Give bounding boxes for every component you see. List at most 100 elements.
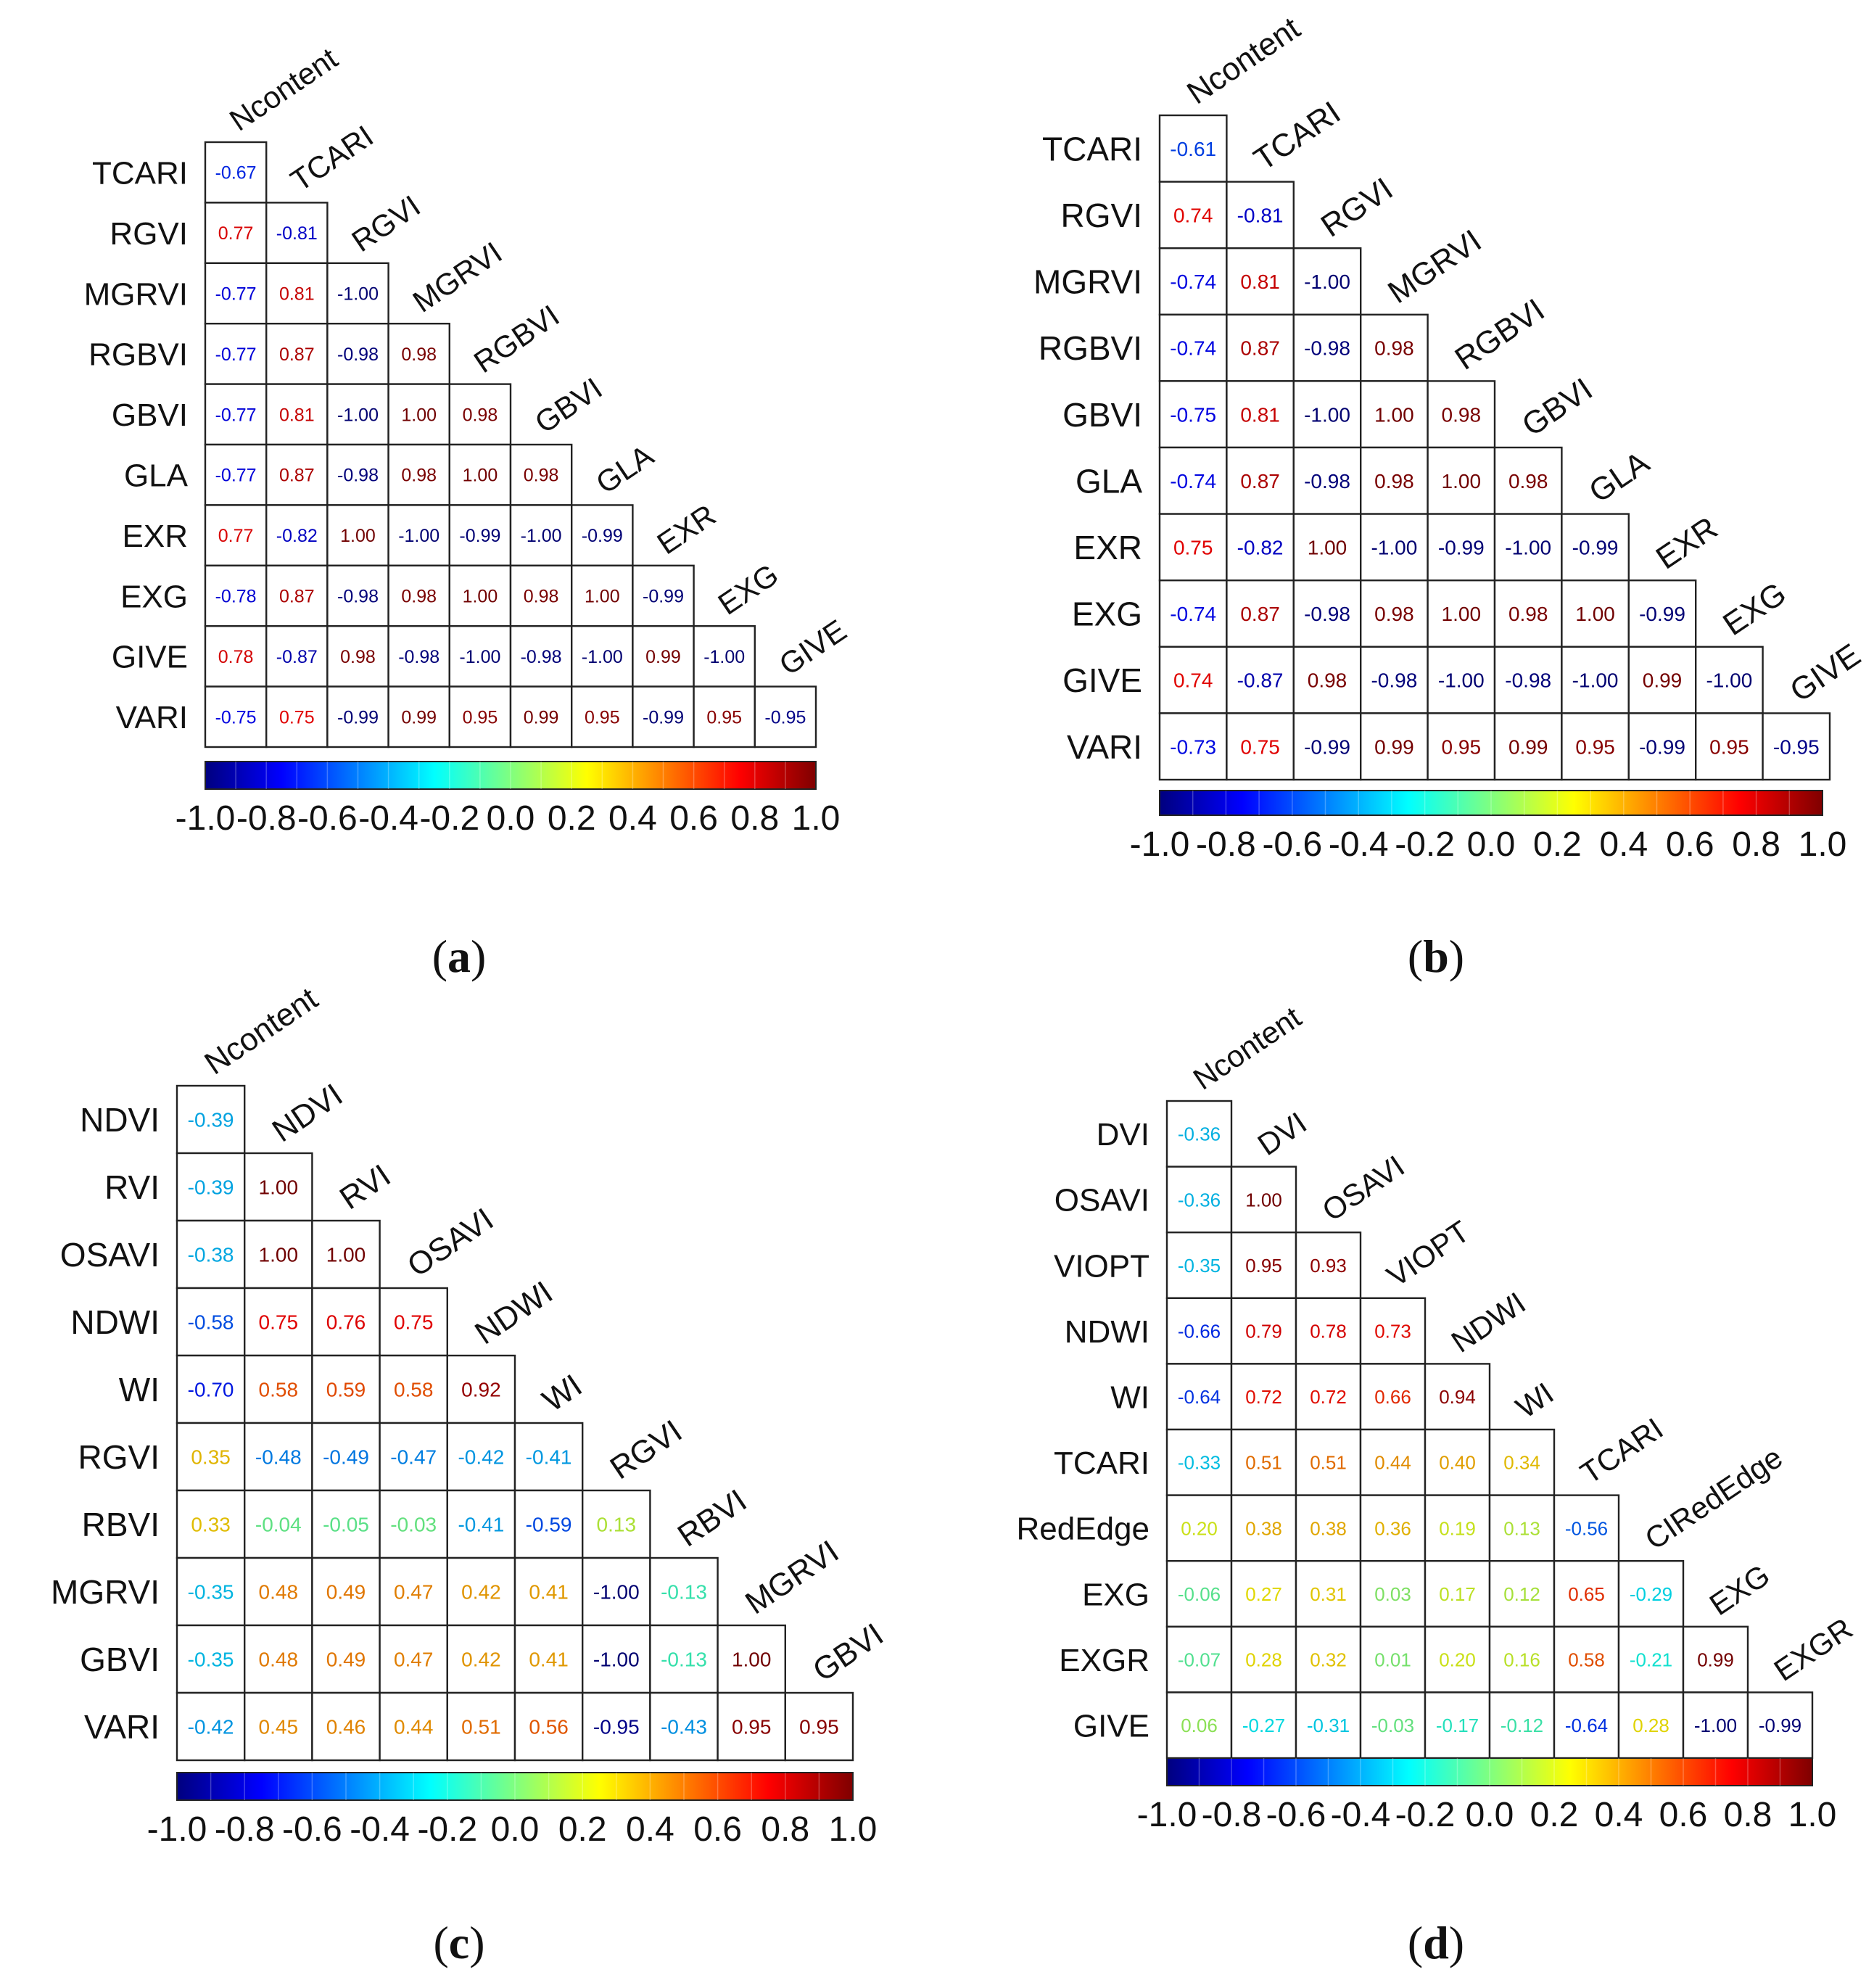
colorbar-tick-label: -0.4 — [350, 1810, 410, 1849]
cell-value-label: 0.20 — [1181, 1517, 1218, 1539]
heatmap-cell — [326, 685, 389, 748]
heatmap-cell — [1292, 313, 1362, 382]
cell-value-label: 0.95 — [463, 707, 498, 727]
row-label: GIVE — [1073, 1709, 1149, 1744]
heatmap-cell — [326, 564, 389, 627]
cell-value-label: 1.00 — [463, 466, 498, 486]
cell-value-label: -0.73 — [1170, 735, 1216, 758]
heatmap-cell — [244, 1152, 313, 1222]
heatmap-cell — [379, 1624, 448, 1694]
colorbar-tick-label: -1.0 — [176, 799, 236, 838]
cell-value-label: 0.99 — [401, 707, 437, 727]
row-label: GLA — [1076, 462, 1142, 500]
cell-value-label: 0.74 — [1173, 669, 1213, 692]
cell-value-label: 0.28 — [1632, 1715, 1669, 1736]
heatmap-cell — [582, 1489, 651, 1559]
cell-value-label: -0.58 — [188, 1311, 234, 1334]
column-label: GLA — [590, 438, 659, 500]
heatmap-cell — [1561, 712, 1630, 781]
heatmap-cell — [1165, 1100, 1233, 1168]
cell-value-label: 0.99 — [1508, 735, 1548, 758]
cell-value-label: -0.70 — [188, 1379, 234, 1401]
cell-value-label: 1.00 — [1442, 470, 1482, 492]
cell-value-label: 1.00 — [732, 1649, 772, 1671]
heatmap-cell — [632, 685, 695, 748]
cell-value-label: 0.87 — [279, 466, 315, 486]
colorbar-tick-label: 0.0 — [491, 1810, 540, 1849]
row-label: VARI — [84, 1708, 160, 1746]
heatmap-cell — [1165, 1428, 1233, 1496]
heatmap-cell — [509, 625, 573, 688]
heatmap-cell — [176, 1287, 246, 1357]
column-label: EXR — [651, 498, 722, 561]
column-label: Ncontent — [1187, 999, 1308, 1096]
heatmap-cell — [176, 1489, 246, 1559]
cell-value-label: 0.95 — [732, 1716, 772, 1739]
heatmap-cell — [265, 685, 329, 748]
cell-value-label: 0.28 — [1245, 1649, 1282, 1670]
row-label: NDVI — [80, 1101, 160, 1139]
colorbar-tick-label: 0.2 — [558, 1810, 607, 1849]
cell-value-label: 0.99 — [1374, 735, 1414, 758]
heatmap-cell — [265, 323, 329, 385]
column-label: EXGR — [1768, 1611, 1859, 1688]
row-label: VARI — [1067, 728, 1142, 766]
cell-value-label: -0.98 — [1371, 669, 1417, 692]
heatmap-cell — [1553, 1625, 1620, 1694]
colorbar-tick-label: -1.0 — [1137, 1796, 1197, 1834]
row-label: EXR — [123, 519, 188, 554]
cell-value-label: -0.98 — [1505, 669, 1551, 692]
heatmap-cell — [265, 383, 329, 446]
cell-value-label: 0.98 — [401, 466, 437, 486]
cell-value-label: -0.99 — [1639, 735, 1685, 758]
column-label: OSAVI — [1316, 1149, 1411, 1228]
cell-value-label: -0.77 — [215, 345, 257, 365]
heatmap-cell — [1158, 181, 1228, 249]
heatmap-cell — [1427, 446, 1496, 515]
column-label: VIOPT — [1381, 1214, 1476, 1293]
cell-value-label: 0.45 — [259, 1716, 299, 1739]
column-label: MGRVI — [1382, 223, 1487, 310]
cell-value-label: -1.00 — [459, 647, 500, 667]
colorbar-tick-label: 0.2 — [1533, 825, 1582, 864]
cell-value-label: 0.51 — [1245, 1452, 1282, 1474]
heatmap-cell — [204, 685, 268, 748]
cell-value-label: 0.74 — [1173, 204, 1213, 226]
cell-value-label: 0.98 — [1442, 403, 1482, 426]
cell-value-label: 0.87 — [1240, 470, 1280, 492]
cell-value-label: 0.72 — [1310, 1386, 1347, 1408]
row-label: RGBVI — [1039, 329, 1142, 367]
cell-value-label: -0.49 — [323, 1446, 369, 1469]
column-label: RVI — [334, 1158, 397, 1216]
heatmap-cell — [754, 685, 817, 748]
column-label: EXG — [712, 557, 785, 622]
cell-value-label: 0.99 — [524, 707, 559, 727]
heatmap-cell — [1158, 712, 1228, 781]
colorbar-tick-label: -0.8 — [215, 1810, 275, 1849]
cell-value-label: 0.49 — [326, 1581, 366, 1604]
cell-value-label: -0.07 — [1178, 1649, 1221, 1670]
cell-value-label: 0.95 — [1709, 735, 1749, 758]
cell-value-label: 0.59 — [326, 1379, 366, 1401]
cell-value-label: -0.87 — [276, 647, 318, 667]
row-label: DVI — [1097, 1117, 1149, 1152]
column-label: GLA — [1582, 445, 1656, 510]
heatmap-cell — [311, 1287, 381, 1357]
heatmap-cell — [204, 443, 268, 506]
cell-value-label: -0.41 — [526, 1446, 572, 1469]
cell-value-label: 0.75 — [279, 707, 315, 727]
heatmap-cell — [446, 1354, 516, 1424]
heatmap-cell — [1359, 712, 1429, 781]
cell-value-label: 0.66 — [1374, 1386, 1411, 1408]
row-label: RedEdge — [1017, 1511, 1149, 1547]
colorbar-tick-label: -1.0 — [1130, 825, 1190, 864]
colorbar — [205, 761, 817, 790]
heatmap-cell — [204, 625, 268, 688]
row-label: NDWI — [70, 1303, 160, 1341]
cell-value-label: -0.66 — [1178, 1320, 1221, 1342]
row-label: WI — [1110, 1380, 1149, 1416]
heatmap-cell — [1359, 1691, 1427, 1760]
column-label: DVI — [1252, 1105, 1313, 1162]
cell-value-label: -0.98 — [521, 647, 562, 667]
cell-value-label: -0.64 — [1565, 1715, 1608, 1736]
